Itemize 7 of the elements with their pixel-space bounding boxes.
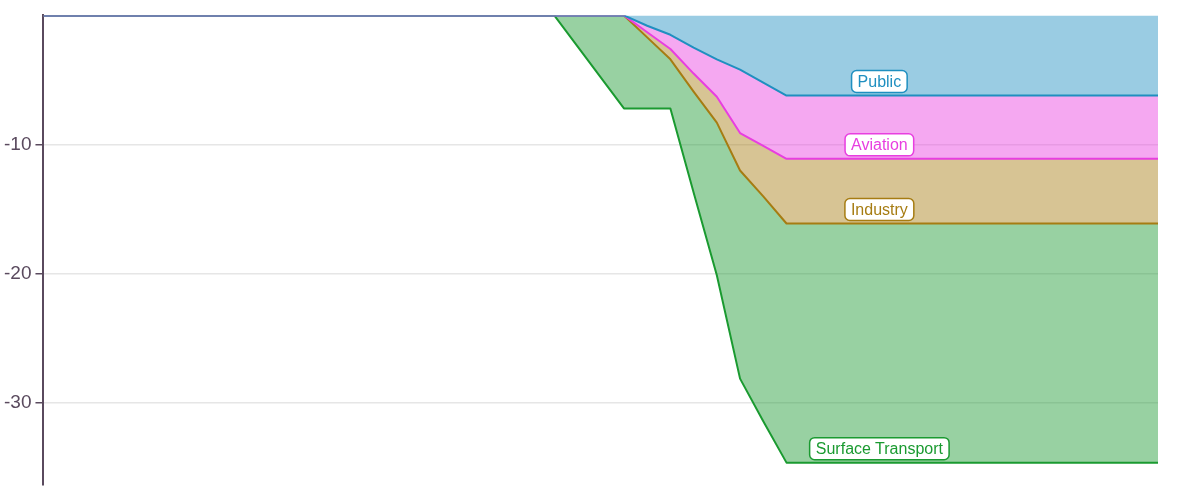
series-label: Surface Transport [815,440,944,458]
series-label: Public [857,72,902,90]
series-label: Industry [850,200,908,218]
y-tick-label: -20 [3,262,32,284]
y-tick-label: -10 [3,132,32,154]
series-label: Aviation [851,136,908,154]
y-tick-label: -30 [3,391,32,413]
